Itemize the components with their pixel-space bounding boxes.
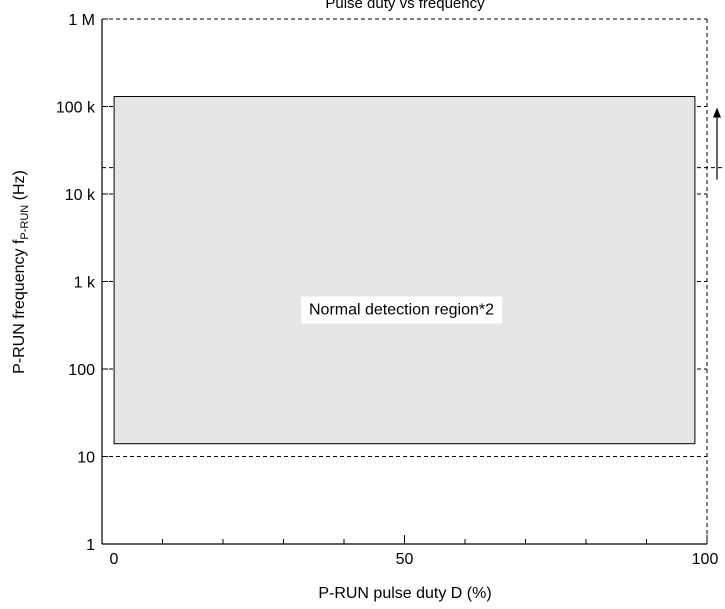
x-tick-label-0: 0	[110, 551, 119, 568]
y-tick-label-100: 100	[68, 362, 95, 379]
y-tick-label-100000: 100 k	[56, 100, 96, 117]
arrow-layer	[713, 107, 721, 180]
arrow-head	[713, 107, 721, 118]
detection-region	[113, 96, 696, 445]
y-tick-label-10: 10	[77, 450, 95, 467]
region-layer	[113, 96, 696, 445]
x-tick-label-50: 50	[396, 551, 414, 568]
y-axis-label: P-RUN frequency fP-RUN (Hz)	[11, 170, 31, 374]
top-caption: Pulse duty vs frequency	[325, 0, 485, 12]
y-tick-label-1: 1	[86, 537, 95, 554]
y-axis-label-subscript: P-RUN	[19, 205, 31, 240]
region-label-background	[301, 296, 503, 324]
y-axis-label-unit: (Hz)	[11, 170, 28, 205]
region-label: Normal detection region*2	[309, 302, 494, 319]
y-axis-label-main: P-RUN frequency f	[11, 239, 28, 374]
y-tick-label-10000: 10 k	[65, 187, 96, 204]
x-axis-label: P-RUN pulse duty D (%)	[318, 585, 491, 602]
tick-layer: 1 10 100 1 k 10 k 100 k 1 M 0 50 100	[56, 12, 719, 568]
y-tick-label-1000: 1 k	[74, 275, 96, 292]
x-tick-label-100: 100	[692, 551, 719, 568]
y-tick-label-1000000: 1 M	[68, 12, 95, 29]
